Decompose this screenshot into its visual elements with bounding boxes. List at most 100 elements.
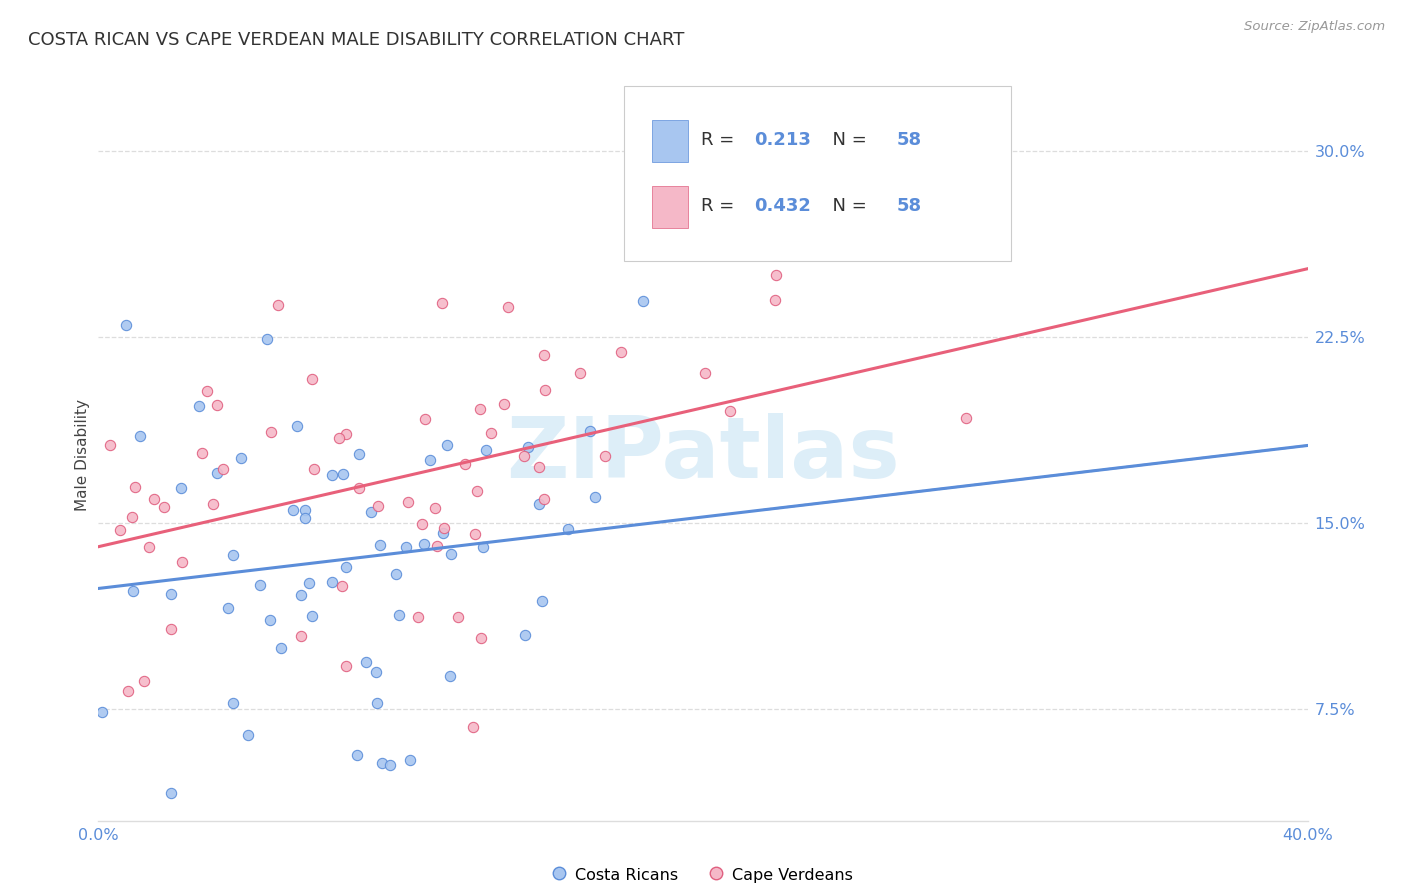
Point bbox=[142, 492, 165, 507]
Point bbox=[328, 431, 350, 445]
Point bbox=[433, 520, 456, 534]
Point bbox=[190, 446, 212, 460]
Point bbox=[211, 461, 233, 475]
Point bbox=[347, 447, 370, 461]
Point bbox=[153, 500, 176, 514]
Point bbox=[98, 438, 121, 452]
Point bbox=[159, 587, 181, 601]
Point bbox=[436, 438, 458, 452]
Point bbox=[568, 366, 591, 380]
Point bbox=[398, 753, 420, 767]
Point bbox=[121, 509, 143, 524]
Point bbox=[463, 720, 485, 734]
FancyBboxPatch shape bbox=[652, 120, 689, 162]
Point bbox=[534, 383, 557, 397]
Point bbox=[468, 402, 491, 417]
Point bbox=[283, 503, 305, 517]
Legend: Costa Ricans, Cape Verdeans: Costa Ricans, Cape Verdeans bbox=[547, 860, 859, 889]
Point bbox=[470, 631, 492, 645]
Point bbox=[294, 503, 316, 517]
Point bbox=[207, 466, 229, 480]
Point bbox=[388, 607, 411, 622]
Point bbox=[527, 459, 550, 474]
Point bbox=[530, 593, 553, 607]
Point bbox=[321, 574, 343, 589]
Point bbox=[585, 490, 607, 504]
Point bbox=[195, 384, 218, 398]
Point bbox=[465, 484, 488, 499]
Point bbox=[260, 425, 283, 439]
Point bbox=[385, 566, 408, 581]
Text: COSTA RICAN VS CAPE VERDEAN MALE DISABILITY CORRELATION CHART: COSTA RICAN VS CAPE VERDEAN MALE DISABIL… bbox=[28, 31, 685, 49]
Point bbox=[763, 293, 786, 307]
Point bbox=[285, 418, 308, 433]
Point bbox=[202, 497, 225, 511]
Point bbox=[367, 499, 389, 513]
Text: 58: 58 bbox=[897, 197, 921, 215]
Point bbox=[160, 786, 183, 800]
Point bbox=[464, 526, 486, 541]
Point bbox=[217, 600, 239, 615]
Text: 58: 58 bbox=[897, 131, 921, 149]
Point bbox=[360, 505, 382, 519]
Point bbox=[290, 588, 312, 602]
Point bbox=[406, 610, 429, 624]
Point bbox=[533, 348, 555, 362]
Text: 0.432: 0.432 bbox=[754, 197, 811, 215]
Point bbox=[718, 404, 741, 418]
Text: N =: N = bbox=[821, 197, 873, 215]
Point bbox=[593, 449, 616, 463]
Text: 0.213: 0.213 bbox=[754, 131, 811, 149]
Point bbox=[270, 640, 292, 655]
Point bbox=[335, 426, 357, 441]
Point bbox=[371, 756, 394, 770]
Point bbox=[170, 555, 193, 569]
Point bbox=[527, 497, 550, 511]
Point bbox=[419, 453, 441, 467]
Point bbox=[188, 399, 211, 413]
Point bbox=[124, 480, 146, 494]
Point bbox=[222, 696, 245, 710]
Point bbox=[221, 548, 243, 562]
Point bbox=[494, 397, 516, 411]
Point bbox=[364, 665, 387, 679]
Point bbox=[122, 584, 145, 599]
Y-axis label: Male Disability: Male Disability bbox=[75, 399, 90, 511]
Point bbox=[267, 298, 290, 312]
Text: N =: N = bbox=[821, 131, 873, 149]
Point bbox=[290, 629, 312, 643]
Point bbox=[346, 748, 368, 763]
Point bbox=[159, 622, 181, 636]
Point bbox=[412, 537, 434, 551]
Point bbox=[579, 424, 602, 438]
Point bbox=[426, 539, 449, 553]
Point bbox=[321, 468, 343, 483]
Point bbox=[138, 540, 160, 554]
Point bbox=[354, 655, 377, 669]
Point bbox=[474, 442, 496, 457]
Point bbox=[395, 541, 418, 555]
Point bbox=[439, 668, 461, 682]
Point bbox=[440, 547, 463, 561]
Point bbox=[115, 318, 138, 332]
Point bbox=[396, 494, 419, 508]
Text: ZIPatlas: ZIPatlas bbox=[506, 413, 900, 497]
Point bbox=[236, 728, 259, 742]
Point bbox=[332, 467, 354, 481]
Point bbox=[335, 560, 357, 574]
Point bbox=[425, 500, 447, 515]
Text: R =: R = bbox=[700, 197, 740, 215]
Point bbox=[432, 296, 454, 310]
Point bbox=[472, 541, 495, 555]
Point bbox=[693, 366, 716, 380]
Point bbox=[170, 481, 193, 495]
Point bbox=[129, 428, 152, 442]
Point bbox=[955, 410, 977, 425]
Point bbox=[454, 458, 477, 472]
Point bbox=[335, 659, 357, 673]
Point bbox=[132, 674, 155, 689]
Point bbox=[479, 426, 502, 441]
Text: R =: R = bbox=[700, 131, 740, 149]
Point bbox=[446, 610, 468, 624]
Point bbox=[205, 398, 228, 412]
